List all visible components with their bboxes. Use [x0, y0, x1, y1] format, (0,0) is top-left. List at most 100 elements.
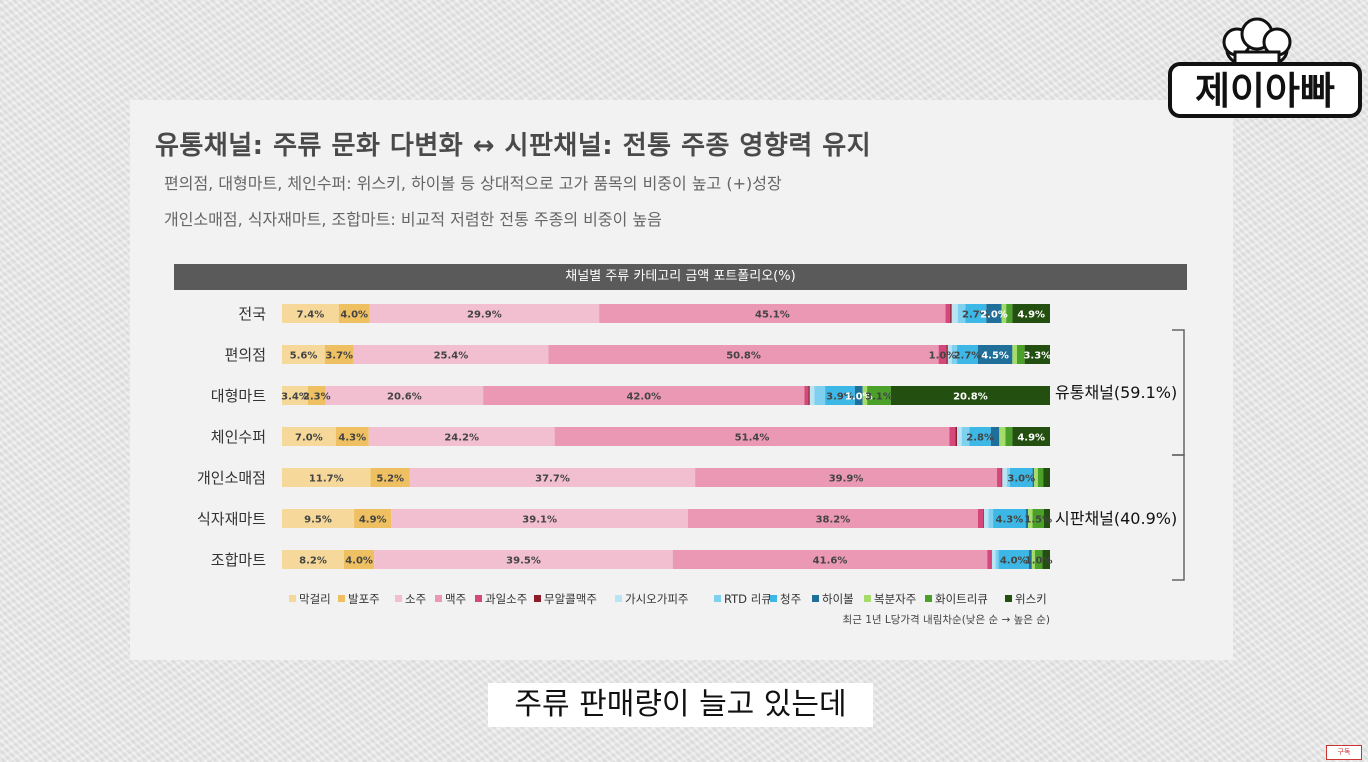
legend-entry: 맥주: [445, 592, 466, 606]
data-label: 45.1%: [755, 310, 790, 321]
group-label: 유통채널(59.1%): [1055, 383, 1177, 402]
chart-title: 채널별 주류 카테고리 금액 포트폴리오(%): [174, 264, 1187, 290]
data-label: 1.0%: [1025, 556, 1053, 567]
bar-segment: [353, 345, 549, 364]
legend-entry: 청주: [780, 592, 801, 606]
data-label: 7.0%: [295, 433, 323, 444]
bar-segment: [951, 304, 958, 323]
data-label: 39.5%: [506, 556, 541, 567]
bar-segment: [354, 509, 392, 528]
data-label: 5.2%: [376, 474, 404, 485]
data-label: 51.4%: [735, 433, 770, 444]
data-label: 38.2%: [816, 515, 851, 526]
bar-segment: [945, 304, 951, 323]
bar-segment: [1012, 427, 1050, 446]
legend-entry: 발포주: [348, 592, 380, 606]
bar-segment: [1034, 550, 1043, 569]
bar-segment: [965, 304, 987, 323]
legend-entry: 무알콜맥주: [544, 592, 597, 606]
bar-segment: [957, 345, 978, 364]
bar-segment: [999, 427, 1006, 446]
channel-logo: 제이아빠: [1168, 17, 1362, 118]
bar-segment: [1032, 468, 1035, 487]
bar-segment: [1012, 304, 1050, 323]
bar-segment: [950, 304, 952, 323]
data-label: 2.0%: [980, 310, 1008, 321]
bar-segment: [599, 304, 946, 323]
bar-segment: [338, 304, 370, 323]
group-label: 시판채널(40.9%): [1055, 509, 1177, 528]
data-label: 3.0%: [1007, 474, 1035, 485]
data-label: 4.3%: [996, 515, 1024, 526]
bar-segment: [991, 550, 992, 569]
data-label: 20.8%: [953, 392, 988, 403]
bar-segment: [969, 427, 991, 446]
bar-segment: [890, 386, 1050, 405]
slide-subtitle-retail: 개인소매점, 식자재마트, 조합마트: 비교적 저렴한 전통 주종의 비중이 높…: [164, 210, 662, 229]
bar-segment: [282, 468, 371, 487]
legend-swatch: [435, 595, 442, 602]
bar-segment: [986, 304, 1002, 323]
data-label: 29.9%: [467, 310, 502, 321]
legend-entry: 소주: [405, 592, 426, 606]
data-label: 9.5%: [304, 515, 332, 526]
slide-title: 유통채널: 주류 문화 다변화 ↔ 시판채널: 전통 주종 영향력 유지: [155, 131, 872, 161]
subscribe-badge[interactable]: 구독: [1326, 745, 1362, 760]
category-label: 전국: [238, 305, 266, 323]
bar-segment: [1012, 345, 1017, 364]
bar-segment: [325, 345, 354, 364]
bar-segment: [1016, 345, 1025, 364]
data-label: 2.8%: [966, 433, 994, 444]
data-label: 20.6%: [387, 392, 422, 403]
data-label: 3.3%: [1023, 351, 1051, 362]
legend-entry: 과일소주: [485, 592, 527, 606]
bar-segment: [977, 345, 1013, 364]
bar-segment: [867, 386, 891, 405]
category-label: 개인소매점: [197, 469, 266, 487]
data-label: 39.9%: [829, 474, 864, 485]
bar-segment: [282, 386, 309, 405]
bar-segment: [1001, 304, 1007, 323]
data-label: 2.3%: [303, 392, 331, 403]
data-label: 4.0%: [345, 556, 373, 567]
bar-segment: [325, 386, 484, 405]
legend-swatch: [770, 595, 777, 602]
bar-segment: [983, 509, 989, 528]
legend-swatch: [812, 595, 819, 602]
bar-segment: [1009, 468, 1033, 487]
bar-segment: [946, 345, 948, 364]
bar-segment: [998, 550, 1029, 569]
legend-swatch: [395, 595, 402, 602]
bar-segment: [808, 386, 810, 405]
data-label: 4.3%: [338, 433, 366, 444]
bar-segment: [1025, 509, 1028, 528]
data-label: 3.9%: [826, 392, 854, 403]
legend-swatch: [615, 595, 622, 602]
bar-segment: [854, 386, 863, 405]
bar-segment: [862, 386, 868, 405]
data-label: 24.2%: [444, 433, 479, 444]
bar-segment: [282, 427, 336, 446]
bar-segment: [990, 427, 1000, 446]
bar-segment: [343, 550, 375, 569]
bar-segment: [993, 509, 1026, 528]
bar-segment: [957, 304, 966, 323]
bar-segment: [308, 386, 326, 405]
category-label: 조합마트: [211, 551, 266, 569]
bar-segment: [282, 304, 339, 323]
bar-segment: [374, 550, 673, 569]
chef-hat-icon: [1222, 17, 1292, 70]
bar-segment: [548, 345, 939, 364]
bar-segment: [1005, 427, 1013, 446]
data-label: 3.7%: [325, 351, 353, 362]
legend-swatch: [475, 595, 482, 602]
data-label: 5.6%: [290, 351, 318, 362]
legend-swatch: [1005, 595, 1012, 602]
data-label: 4.0%: [340, 310, 368, 321]
data-label: 25.4%: [434, 351, 469, 362]
bar-segment: [409, 468, 696, 487]
bar-segment: [997, 468, 1002, 487]
bar-segment: [804, 386, 809, 405]
bar-segment: [988, 509, 994, 528]
bar-segment: [951, 345, 958, 364]
